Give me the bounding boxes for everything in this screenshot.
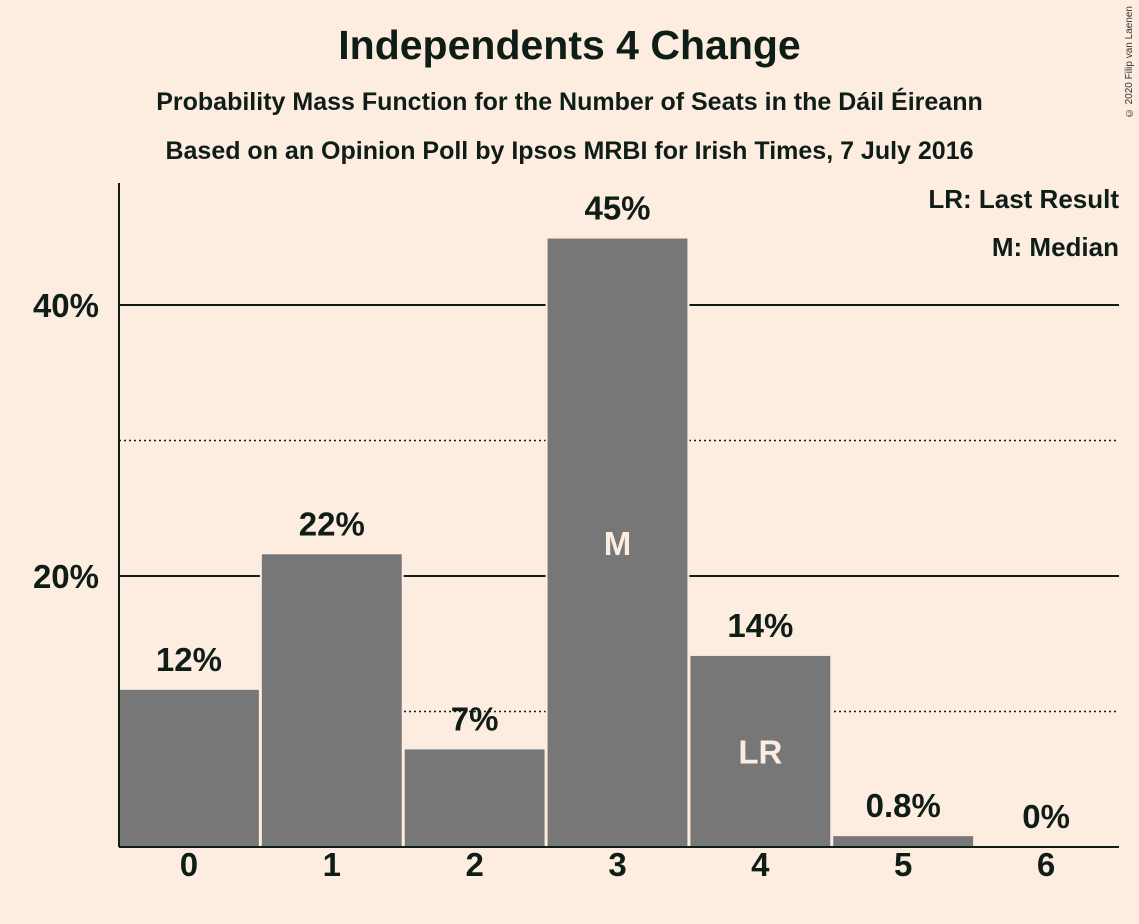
legend-last-result: LR: Last Result: [928, 184, 1119, 214]
chart-title: Independents 4 Change: [338, 22, 801, 68]
bar-value-label: 7%: [451, 700, 499, 737]
bar: [690, 655, 831, 847]
bar: [547, 238, 688, 847]
bar: [404, 749, 545, 847]
bar-value-label: 0.8%: [866, 787, 941, 824]
chart-source-subtitle: Based on an Opinion Poll by Ipsos MRBI f…: [165, 137, 974, 165]
bar-annotation: LR: [738, 733, 782, 770]
bar-value-label: 22%: [299, 505, 365, 542]
y-tick-label: 40%: [33, 287, 99, 324]
chart-subtitle: Probability Mass Function for the Number…: [156, 88, 983, 116]
bar-value-label: 12%: [156, 641, 222, 678]
x-tick-label: 2: [465, 846, 483, 883]
y-tick-label: 20%: [33, 558, 99, 595]
x-tick-label: 6: [1037, 846, 1055, 883]
bar-value-label: 14%: [727, 607, 793, 644]
labels: 12% 22% 7% 45% M 14% LR 0.8% 0%: [156, 190, 1070, 835]
x-tick-label: 5: [894, 846, 912, 883]
bars: [117, 236, 976, 847]
bar-value-label: 45%: [584, 190, 650, 227]
x-tick-label: 4: [751, 846, 770, 883]
bar: [261, 554, 402, 847]
axes: 20% 40% 0 1 2 3 4 5 6: [33, 183, 1119, 883]
legend-median: M: Median: [991, 232, 1119, 262]
bar-value-label: 0%: [1022, 798, 1070, 835]
bar: [119, 689, 259, 847]
bar-annotation: M: [604, 525, 632, 562]
x-tick-label: 3: [608, 846, 626, 883]
x-tick-label: 0: [180, 846, 198, 883]
x-tick-label: 1: [323, 846, 341, 883]
bar: [833, 836, 974, 847]
